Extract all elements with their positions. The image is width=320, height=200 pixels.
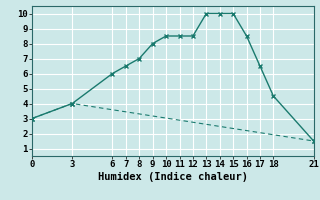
X-axis label: Humidex (Indice chaleur): Humidex (Indice chaleur) <box>98 172 248 182</box>
